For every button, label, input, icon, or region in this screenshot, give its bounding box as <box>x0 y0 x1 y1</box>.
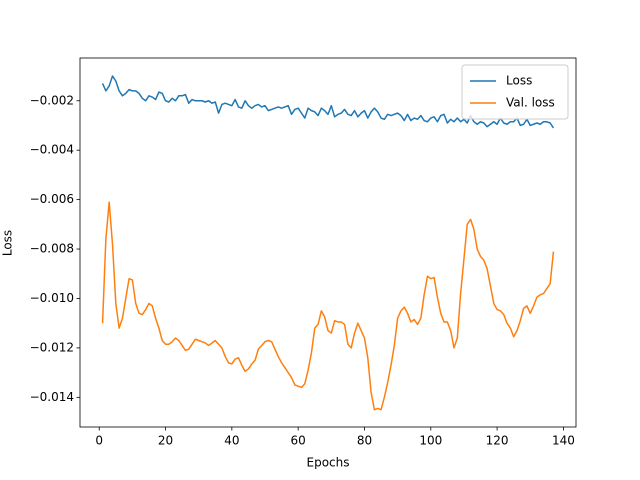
legend-label: Loss <box>506 74 532 88</box>
x-tick-label: 60 <box>291 434 306 448</box>
x-tick-label: 40 <box>224 434 239 448</box>
x-tick-label: 120 <box>486 434 509 448</box>
x-tick-label: 140 <box>552 434 575 448</box>
y-tick-label: −0.002 <box>30 93 74 107</box>
x-axis-label: Epochs <box>307 456 350 470</box>
y-tick-label: −0.006 <box>30 192 74 206</box>
legend-label: Val. loss <box>506 96 555 110</box>
line-series <box>101 201 555 411</box>
y-tick-label: −0.012 <box>30 340 74 354</box>
x-tick-label: 100 <box>419 434 442 448</box>
y-tick-label: −0.004 <box>30 143 74 157</box>
y-tick-label: −0.010 <box>30 291 74 305</box>
y-tick-label: −0.008 <box>30 242 74 256</box>
line-series <box>101 75 555 129</box>
legend-box <box>461 64 569 120</box>
x-tick-label: 0 <box>95 434 103 448</box>
plot-frame <box>79 57 577 428</box>
x-tick-label: 80 <box>357 434 372 448</box>
y-tick-label: −0.014 <box>30 390 74 404</box>
y-axis-label: Loss <box>1 230 15 256</box>
x-tick-label: 20 <box>158 434 173 448</box>
